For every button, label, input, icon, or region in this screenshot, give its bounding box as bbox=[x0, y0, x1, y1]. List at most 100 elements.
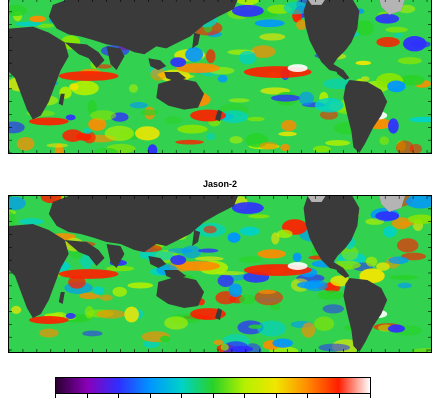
anomaly-blob bbox=[92, 286, 105, 295]
anomaly-blob bbox=[359, 268, 385, 284]
anomaly-blob bbox=[254, 19, 285, 28]
ice-sheet bbox=[308, 0, 325, 5]
anomaly-blob bbox=[396, 238, 419, 253]
colorbar-tick bbox=[212, 394, 214, 398]
anomaly-blob bbox=[397, 282, 412, 289]
anomaly-blob bbox=[93, 147, 119, 153]
continent bbox=[156, 77, 205, 110]
anomaly-blob bbox=[248, 214, 270, 219]
ice-sheet bbox=[307, 196, 326, 202]
map-frame-ticks bbox=[9, 0, 431, 153]
anomaly-blob bbox=[229, 136, 243, 144]
anomaly-blob bbox=[135, 126, 160, 141]
anomaly-blob bbox=[238, 50, 257, 65]
anomaly-blob bbox=[206, 132, 216, 141]
continent bbox=[48, 0, 238, 55]
anomaly-blob bbox=[388, 256, 409, 265]
anomaly-feature bbox=[170, 255, 187, 265]
anomaly-blob bbox=[29, 15, 46, 23]
anomaly-blob bbox=[365, 218, 385, 225]
anomaly-blob bbox=[194, 256, 224, 261]
anomaly-feature bbox=[375, 211, 400, 221]
anomaly-blob bbox=[387, 324, 405, 333]
anomaly-blob bbox=[254, 289, 284, 306]
anomaly-blob bbox=[360, 76, 370, 82]
anomaly-blob bbox=[391, 217, 411, 230]
colorbar-tick bbox=[55, 394, 56, 398]
anomaly-feature bbox=[176, 63, 220, 74]
anomaly-blob bbox=[69, 83, 79, 91]
anomaly-blob bbox=[71, 80, 99, 96]
continent bbox=[58, 93, 65, 106]
continent bbox=[156, 276, 205, 308]
anomaly-blob bbox=[129, 102, 148, 109]
anomaly-feature bbox=[65, 313, 76, 319]
continent bbox=[333, 262, 350, 278]
anomaly-feature bbox=[287, 262, 308, 270]
anomaly-blob bbox=[405, 196, 431, 209]
anomaly-blob bbox=[238, 256, 263, 263]
anomaly-blob bbox=[127, 282, 154, 289]
anomaly-blob bbox=[317, 290, 344, 300]
anomaly-blob bbox=[383, 226, 397, 238]
anomaly-blob bbox=[62, 129, 84, 142]
anomaly-blob bbox=[88, 117, 107, 131]
anomaly-blob bbox=[220, 343, 229, 351]
anomaly-blob bbox=[355, 60, 372, 66]
anomaly-blob bbox=[112, 286, 127, 297]
anomaly-blob bbox=[259, 33, 286, 41]
anomaly-blob bbox=[227, 232, 241, 243]
anomaly-blob bbox=[9, 5, 27, 17]
anomaly-blob bbox=[213, 339, 224, 345]
anomaly-blob bbox=[319, 109, 339, 120]
anomaly-blob bbox=[140, 109, 159, 116]
anomaly-blob bbox=[15, 21, 42, 27]
anomaly-blob bbox=[217, 274, 234, 288]
land-masses bbox=[9, 0, 405, 153]
anomaly-blob bbox=[236, 0, 259, 5]
anomaly-blob bbox=[281, 120, 297, 132]
anomaly-blob bbox=[222, 341, 250, 352]
anomaly-blob bbox=[280, 143, 291, 152]
anomaly-blob bbox=[314, 316, 335, 331]
colorbar-tick bbox=[275, 394, 277, 398]
anomaly-blob bbox=[219, 110, 249, 124]
anomaly-blob bbox=[276, 229, 293, 239]
continent bbox=[9, 224, 69, 318]
anomaly-blob bbox=[185, 47, 204, 62]
continent bbox=[303, 196, 360, 270]
anomaly-blob bbox=[68, 275, 86, 289]
anomaly-blob bbox=[341, 245, 359, 261]
anomaly-feature bbox=[58, 71, 119, 81]
anomaly-blob bbox=[248, 324, 262, 329]
anomaly-blob bbox=[322, 304, 344, 314]
anomaly-blob bbox=[387, 80, 406, 93]
colorbar-tick bbox=[86, 394, 88, 398]
anomaly-blob bbox=[19, 218, 44, 226]
anomaly-blob bbox=[96, 309, 126, 319]
anomaly-blob bbox=[301, 322, 316, 338]
anomaly-blob bbox=[376, 262, 390, 271]
anomaly-blob bbox=[389, 274, 419, 280]
anomaly-blob bbox=[16, 137, 35, 151]
anomaly-blob bbox=[395, 140, 414, 153]
anomaly-feature bbox=[375, 13, 400, 24]
map-frame-ticks bbox=[9, 196, 431, 352]
anomaly-blob bbox=[175, 139, 204, 145]
continent bbox=[343, 278, 388, 352]
continent bbox=[9, 26, 69, 120]
anomaly-blob bbox=[78, 292, 101, 300]
colorbar-tick bbox=[244, 394, 245, 398]
anomaly-feature bbox=[170, 57, 187, 68]
anomaly-blob bbox=[46, 143, 69, 148]
anomaly-blob bbox=[143, 340, 160, 349]
anomaly-blob bbox=[87, 99, 97, 116]
anomaly-blob bbox=[84, 306, 94, 319]
anomaly-blob bbox=[228, 283, 243, 298]
colorbar-tick bbox=[307, 394, 308, 398]
anomaly-blob bbox=[124, 306, 139, 323]
anomaly-blob bbox=[403, 36, 427, 52]
anomaly-blob bbox=[330, 275, 351, 287]
ice-sheet bbox=[379, 0, 405, 15]
ice-sheet bbox=[379, 196, 406, 212]
